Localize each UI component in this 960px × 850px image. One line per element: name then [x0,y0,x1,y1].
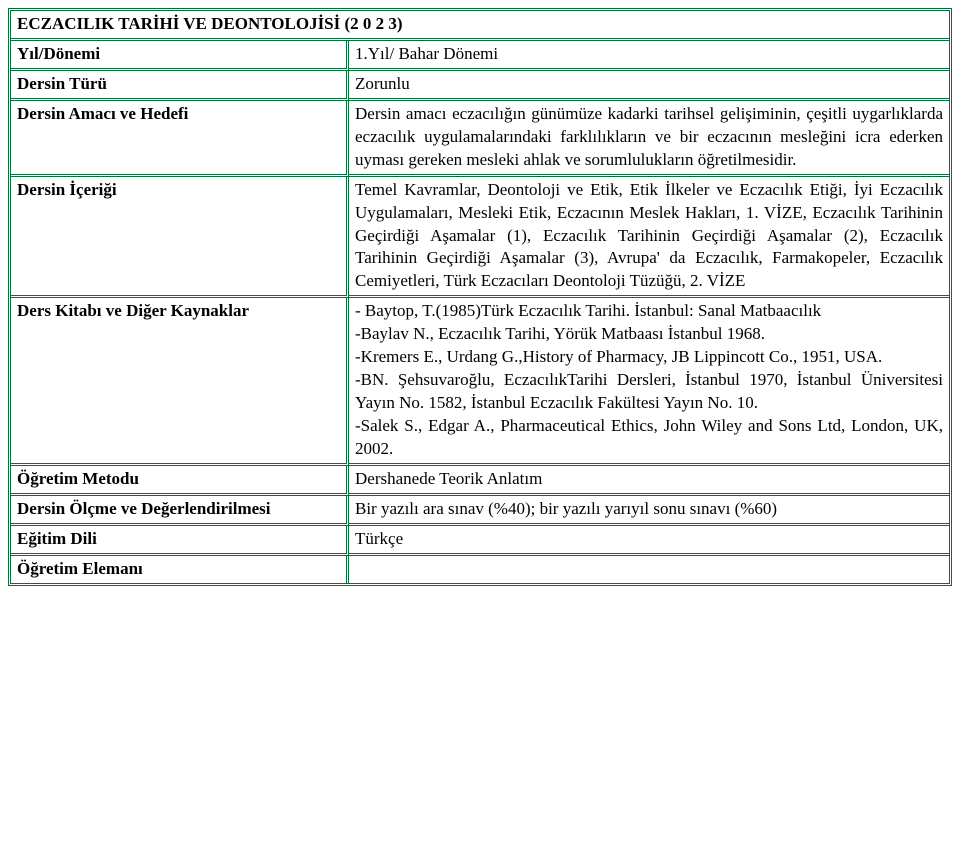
row-value-content: Temel Kavramlar, Deontoloji ve Etik, Eti… [349,177,949,299]
table-row: Yıl/Dönemi 1.Yıl/ Bahar Dönemi [11,41,949,71]
row-label-instructor: Öğretim Elemanı [11,556,349,583]
reference-line: - Baytop, T.(1985)Türk Eczacılık Tarihi.… [355,300,943,323]
row-label-content: Dersin İçeriği [11,177,349,299]
row-label-references: Ders Kitabı ve Diğer Kaynaklar [11,298,349,466]
reference-line: -Kremers E., Urdang G.,History of Pharma… [355,346,943,369]
row-label-language: Eğitim Dili [11,526,349,556]
table-row: Dersin Amacı ve Hedefi Dersin amacı ecza… [11,101,949,177]
row-label-aim: Dersin Amacı ve Hedefi [11,101,349,177]
row-value-method: Dershanede Teorik Anlatım [349,466,949,496]
table-row: Öğretim Elemanı [11,556,949,583]
table-row: Dersin İçeriği Temel Kavramlar, Deontolo… [11,177,949,299]
reference-line: -Baylav N., Eczacılık Tarihi, Yörük Matb… [355,323,943,346]
course-table: ECZACILIK TARİHİ VE DEONTOLOJİSİ (2 0 2 … [8,8,952,586]
row-label-assessment: Dersin Ölçme ve Değerlendirilmesi [11,496,349,526]
row-value-language: Türkçe [349,526,949,556]
row-value-year: 1.Yıl/ Bahar Dönemi [349,41,949,71]
row-value-aim: Dersin amacı eczacılığın günümüze kadark… [349,101,949,177]
reference-line: -BN. Şehsuvaroğlu, EczacılıkTarihi Dersl… [355,369,943,415]
table-row: Ders Kitabı ve Diğer Kaynaklar - Baytop,… [11,298,949,466]
table-row: Dersin Türü Zorunlu [11,71,949,101]
row-label-type: Dersin Türü [11,71,349,101]
course-title: ECZACILIK TARİHİ VE DEONTOLOJİSİ (2 0 2 … [11,11,949,41]
row-value-type: Zorunlu [349,71,949,101]
row-label-method: Öğretim Metodu [11,466,349,496]
row-value-assessment: Bir yazılı ara sınav (%40); bir yazılı y… [349,496,949,526]
row-value-instructor [349,556,949,583]
table-row: Eğitim Dili Türkçe [11,526,949,556]
table-row: Öğretim Metodu Dershanede Teorik Anlatım [11,466,949,496]
table-row: Dersin Ölçme ve Değerlendirilmesi Bir ya… [11,496,949,526]
table-header-row: ECZACILIK TARİHİ VE DEONTOLOJİSİ (2 0 2 … [11,11,949,41]
reference-line: -Salek S., Edgar A., Pharmaceutical Ethi… [355,415,943,461]
row-label-year: Yıl/Dönemi [11,41,349,71]
row-value-references: - Baytop, T.(1985)Türk Eczacılık Tarihi.… [349,298,949,466]
